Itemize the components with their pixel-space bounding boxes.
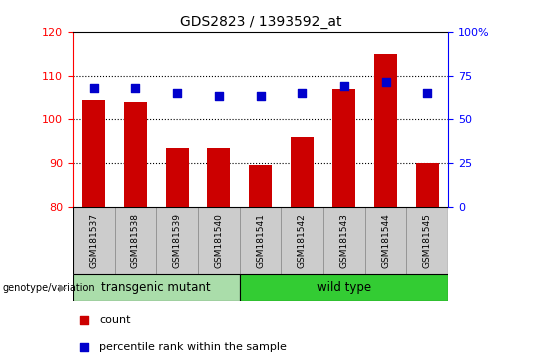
Text: GSM181539: GSM181539 xyxy=(173,213,181,268)
Bar xyxy=(365,207,407,274)
Text: GSM181537: GSM181537 xyxy=(89,213,98,268)
Bar xyxy=(291,137,314,207)
Bar xyxy=(156,207,198,274)
Bar xyxy=(416,163,439,207)
Point xyxy=(131,85,140,91)
Text: genotype/variation: genotype/variation xyxy=(3,282,96,293)
Bar xyxy=(333,89,355,207)
Point xyxy=(381,79,390,85)
Bar xyxy=(374,54,397,207)
Point xyxy=(80,318,89,323)
Text: count: count xyxy=(99,315,131,325)
Point xyxy=(214,93,223,99)
Text: wild type: wild type xyxy=(317,281,371,294)
Bar xyxy=(82,100,105,207)
Bar xyxy=(198,207,240,274)
Text: GSM181543: GSM181543 xyxy=(340,213,348,268)
Title: GDS2823 / 1393592_at: GDS2823 / 1393592_at xyxy=(180,16,341,29)
Bar xyxy=(124,102,147,207)
Bar xyxy=(323,207,365,274)
Bar xyxy=(114,207,156,274)
Bar xyxy=(73,207,114,274)
Point xyxy=(173,90,181,96)
Point xyxy=(298,90,307,96)
Text: transgenic mutant: transgenic mutant xyxy=(102,281,211,294)
Point xyxy=(256,93,265,99)
Point xyxy=(90,85,98,91)
Bar xyxy=(240,207,281,274)
Text: GSM181538: GSM181538 xyxy=(131,213,140,268)
Point xyxy=(80,344,89,350)
Text: ▶: ▶ xyxy=(59,282,67,293)
Bar xyxy=(249,165,272,207)
Bar xyxy=(240,274,448,301)
Point xyxy=(340,83,348,89)
Text: percentile rank within the sample: percentile rank within the sample xyxy=(99,342,287,352)
Bar xyxy=(73,274,240,301)
Text: GSM181545: GSM181545 xyxy=(423,213,432,268)
Bar xyxy=(281,207,323,274)
Bar xyxy=(207,148,231,207)
Bar xyxy=(166,148,188,207)
Text: GSM181540: GSM181540 xyxy=(214,213,224,268)
Text: GSM181541: GSM181541 xyxy=(256,213,265,268)
Text: GSM181542: GSM181542 xyxy=(298,213,307,268)
Point xyxy=(423,90,431,96)
Bar xyxy=(407,207,448,274)
Text: GSM181544: GSM181544 xyxy=(381,213,390,268)
